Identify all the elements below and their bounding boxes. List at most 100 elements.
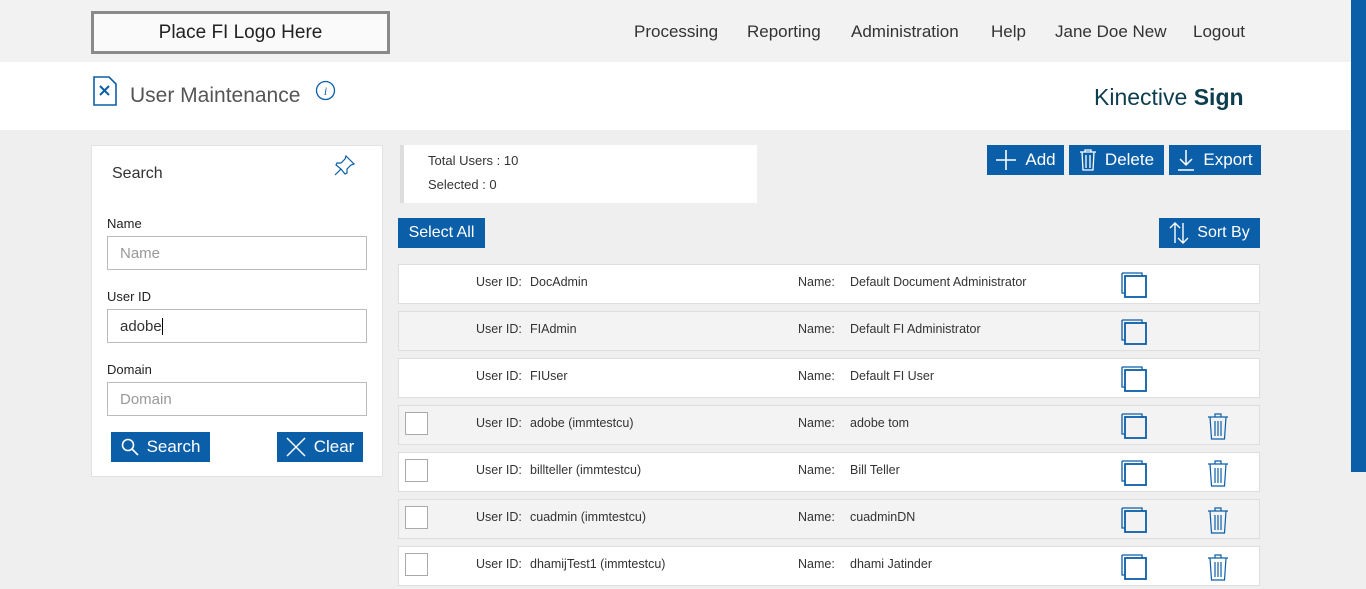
copy-icon[interactable] bbox=[1121, 319, 1147, 345]
caret bbox=[161, 317, 163, 335]
nav-link[interactable]: Jane Doe New bbox=[1055, 22, 1167, 41]
delete-icon[interactable] bbox=[1207, 460, 1229, 487]
copy-action[interactable] bbox=[1121, 507, 1147, 536]
copy-icon[interactable] bbox=[1121, 413, 1147, 439]
copy-action[interactable] bbox=[1121, 319, 1147, 348]
copy-action[interactable] bbox=[1121, 272, 1147, 301]
input-value: adobe bbox=[120, 317, 162, 335]
button-label: Select All bbox=[408, 224, 475, 241]
user-id-label: User ID: bbox=[476, 463, 522, 477]
name-label: Name: bbox=[798, 463, 835, 477]
copy-icon[interactable] bbox=[1121, 460, 1147, 486]
user-id: DocAdmin bbox=[530, 275, 588, 289]
field-label: Domain bbox=[107, 362, 152, 377]
delete-action[interactable] bbox=[1207, 413, 1229, 443]
nav-link[interactable]: Reporting bbox=[747, 22, 821, 41]
copy-action[interactable] bbox=[1121, 460, 1147, 489]
nav-link[interactable]: Help bbox=[991, 22, 1026, 41]
search-button[interactable]: Search bbox=[111, 432, 210, 462]
sort-by-button[interactable]: Sort By bbox=[1159, 218, 1260, 248]
panel-title: Search bbox=[112, 165, 163, 182]
selected-count: Selected : 0 bbox=[428, 177, 497, 192]
copy-icon[interactable] bbox=[1121, 366, 1147, 392]
button-label: Delete bbox=[1104, 150, 1155, 169]
name-input[interactable]: Name bbox=[107, 236, 367, 270]
row-checkbox[interactable] bbox=[405, 506, 428, 529]
user-row[interactable]: User ID: FIUser Name: Default FI User bbox=[398, 358, 1260, 398]
name-label: Name: bbox=[798, 322, 835, 336]
placeholder: Name bbox=[120, 244, 161, 262]
user-id: billteller (immtestcu) bbox=[530, 463, 642, 477]
user-name: Bill Teller bbox=[850, 463, 900, 477]
user-row[interactable]: User ID: billteller (immtestcu) Name: Bill … bbox=[398, 452, 1260, 492]
button-label: Clear bbox=[313, 437, 355, 456]
user-id: FIUser bbox=[530, 369, 568, 383]
export-button[interactable]: Export bbox=[1169, 145, 1261, 175]
nav-link[interactable]: Logout bbox=[1193, 22, 1245, 41]
brand-bold: Sign bbox=[1193, 84, 1244, 110]
delete-action[interactable] bbox=[1207, 507, 1229, 537]
user-name: adobe tom bbox=[850, 416, 910, 430]
delete-button[interactable]: Delete bbox=[1069, 145, 1164, 175]
nav-link[interactable]: Processing bbox=[634, 22, 719, 41]
user-row[interactable]: User ID: dhamijTest1 (immtestcu) Name: dham… bbox=[398, 546, 1260, 586]
field-label: Name bbox=[107, 216, 142, 231]
add-icon bbox=[996, 150, 1017, 170]
brand: Kinective Sign bbox=[1094, 84, 1244, 111]
user-name: dhami Jatinder bbox=[850, 557, 932, 571]
copy-icon[interactable] bbox=[1121, 507, 1147, 533]
copy-action[interactable] bbox=[1121, 413, 1147, 442]
user-id: FIAdmin bbox=[530, 322, 577, 336]
user-row[interactable]: User ID: adobe (immtestcu) Name: adobe tom bbox=[398, 405, 1260, 445]
add-button[interactable]: Add bbox=[987, 145, 1064, 175]
svg-text:i: i bbox=[324, 84, 327, 98]
delete-icon[interactable] bbox=[1207, 507, 1229, 534]
brand-name: Kinective bbox=[1094, 84, 1188, 110]
field-label: User ID bbox=[107, 289, 152, 304]
button-label: Add bbox=[1025, 150, 1056, 169]
clear-button[interactable]: Clear bbox=[277, 432, 363, 462]
delete-icon[interactable] bbox=[1207, 413, 1229, 440]
domain-input[interactable]: Domain bbox=[107, 382, 367, 416]
userid-input[interactable]: adobe bbox=[107, 309, 367, 343]
info-icon[interactable]: i bbox=[315, 80, 336, 101]
button-label: Export bbox=[1203, 150, 1253, 169]
button-label: Sort By bbox=[1197, 224, 1250, 241]
user-row[interactable]: User ID: cuadmin (immtestcu) Name: cuadminD… bbox=[398, 499, 1260, 539]
user-name: Default FI Administrator bbox=[850, 322, 981, 336]
page-title: User Maintenance bbox=[130, 84, 301, 107]
user-id-label: User ID: bbox=[476, 275, 522, 289]
scrollbar[interactable] bbox=[1351, 0, 1366, 472]
user-id-label: User ID: bbox=[476, 510, 522, 524]
user-row[interactable]: User ID: DocAdmin Name: Default Document Ad… bbox=[398, 264, 1260, 304]
export-icon bbox=[1178, 150, 1195, 171]
name-label: Name: bbox=[798, 557, 835, 571]
total-users: Total Users : 10 bbox=[428, 153, 519, 168]
row-checkbox[interactable] bbox=[405, 553, 428, 576]
select-all-button[interactable]: Select All bbox=[398, 218, 485, 248]
delete-action[interactable] bbox=[1207, 554, 1229, 584]
row-checkbox[interactable] bbox=[405, 459, 428, 482]
user-id-label: User ID: bbox=[476, 369, 522, 383]
copy-icon[interactable] bbox=[1121, 554, 1147, 580]
pin-icon[interactable] bbox=[332, 154, 356, 178]
placeholder: Domain bbox=[120, 390, 172, 408]
trash-icon bbox=[1079, 149, 1096, 171]
copy-icon[interactable] bbox=[1121, 272, 1147, 298]
user-id: dhamijTest1 (immtestcu) bbox=[530, 557, 666, 571]
user-id-label: User ID: bbox=[476, 557, 522, 571]
copy-action[interactable] bbox=[1121, 366, 1147, 395]
sort-icon bbox=[1169, 222, 1189, 244]
user-id: adobe (immtestcu) bbox=[530, 416, 634, 430]
row-checkbox[interactable] bbox=[405, 412, 428, 435]
delete-action[interactable] bbox=[1207, 460, 1229, 490]
page-icon bbox=[93, 76, 117, 106]
user-row[interactable]: User ID: FIAdmin Name: Default FI Administr… bbox=[398, 311, 1260, 351]
user-name: cuadminDN bbox=[850, 510, 916, 524]
delete-icon[interactable] bbox=[1207, 554, 1229, 581]
copy-action[interactable] bbox=[1121, 554, 1147, 583]
nav-link[interactable]: Administration bbox=[851, 22, 959, 41]
button-label: Search bbox=[146, 437, 201, 456]
search-icon bbox=[121, 438, 139, 456]
